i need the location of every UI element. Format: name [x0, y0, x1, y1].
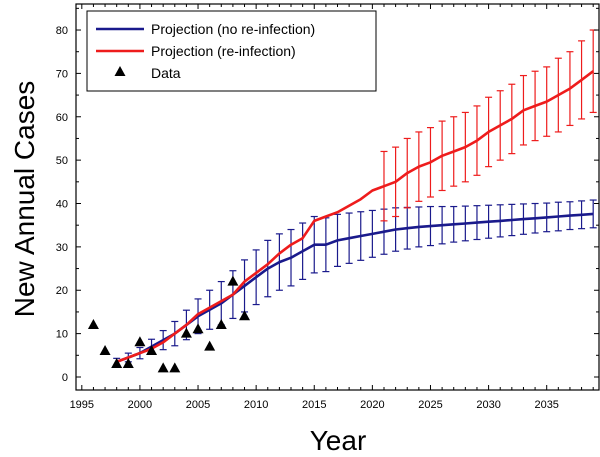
data-point-marker: [169, 362, 181, 373]
plot-area: [87, 29, 597, 373]
data-point-marker: [192, 323, 204, 334]
y-tick-label: 0: [62, 372, 68, 384]
data-point-marker: [204, 340, 216, 351]
legend-label-data: Data: [151, 65, 181, 81]
axes: 1995 2000 2005 2010 2015 2020 2025 2030 20350102…: [56, 4, 599, 411]
legend-label-reinfection: Projection (re-infection): [151, 43, 296, 59]
x-tick-label: 2015: [302, 399, 326, 411]
legend-marker-data: [114, 66, 126, 76]
data-point-marker: [157, 362, 169, 373]
x-tick-label: 2020: [360, 399, 384, 411]
series-no-reinfection: [113, 199, 597, 366]
x-tick-label: 2005: [186, 399, 210, 411]
y-tick-label: 30: [56, 242, 68, 254]
y-axis-title: New Annual Cases: [9, 81, 40, 318]
data-point-marker: [122, 357, 134, 368]
series-line-reinfection: [116, 70, 594, 364]
x-axis-title: Year: [310, 425, 367, 456]
y-tick-label: 50: [56, 155, 68, 167]
legend-label-no-reinfection: Projection (no re-infection): [151, 21, 315, 37]
x-tick-label: 2025: [418, 399, 442, 411]
y-tick-label: 40: [56, 199, 68, 211]
data-point-marker: [146, 344, 158, 355]
data-point-marker: [134, 336, 146, 347]
x-tick-label: 2010: [244, 399, 268, 411]
x-tick-label: 2000: [128, 399, 152, 411]
y-tick-label: 10: [56, 329, 68, 341]
y-tick-label: 70: [56, 68, 68, 80]
x-tick-label: 1995: [70, 399, 94, 411]
series-reinfection: [116, 29, 597, 364]
data-point-marker: [227, 275, 239, 286]
data-point-marker: [111, 357, 123, 368]
data-point-marker: [215, 318, 227, 329]
data-point-marker: [180, 327, 192, 338]
x-tick-label: 2035: [534, 399, 558, 411]
series-line-no-reinfection: [116, 212, 594, 364]
data-point-marker: [87, 318, 99, 329]
y-tick-label: 20: [56, 285, 68, 297]
data-point-marker: [99, 344, 111, 355]
x-tick-label: 2030: [476, 399, 500, 411]
y-tick-label: 80: [56, 25, 68, 37]
legend: Projection (no re-infection) Projection …: [86, 10, 377, 92]
data-point-marker: [239, 310, 251, 321]
y-tick-label: 60: [56, 112, 68, 124]
series-data: [87, 275, 251, 373]
